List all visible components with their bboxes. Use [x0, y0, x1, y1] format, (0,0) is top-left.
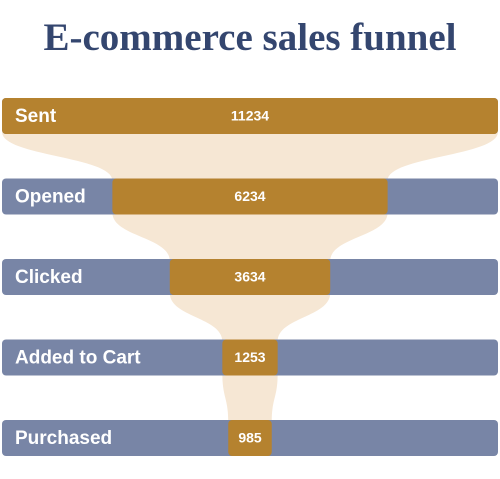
category-label: Purchased: [15, 428, 112, 449]
connector: [2, 132, 498, 181]
chart-title: E-commerce sales funnel: [43, 16, 456, 59]
value-label: 985: [238, 430, 262, 446]
bar: [169, 259, 331, 295]
bar: [2, 98, 498, 134]
category-label: Added to Cart: [15, 348, 141, 369]
category-label: Opened: [15, 187, 86, 208]
bar: [228, 420, 272, 456]
value-label: 3634: [234, 269, 265, 285]
value-label: 1253: [234, 349, 265, 365]
value-label: 11234: [231, 108, 269, 124]
category-label: Sent: [15, 106, 57, 127]
value-label: 6234: [234, 188, 265, 204]
connector: [112, 212, 388, 261]
connector: [222, 373, 278, 422]
category-label: Clicked: [15, 267, 83, 288]
bar: [112, 178, 388, 215]
connector: [169, 293, 331, 342]
bar: [222, 339, 278, 376]
